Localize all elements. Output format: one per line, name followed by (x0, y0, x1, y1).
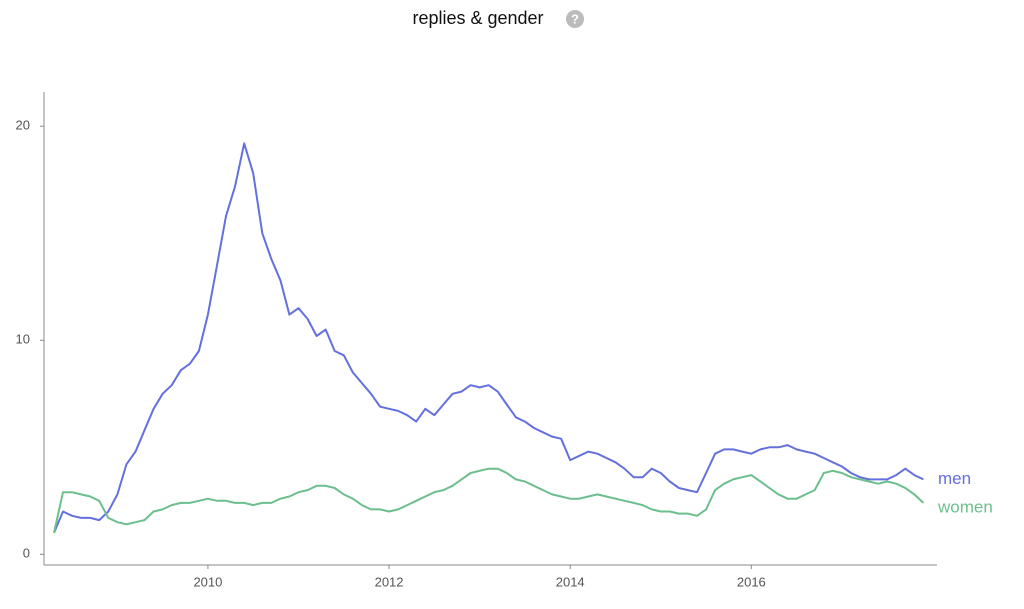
y-tick-label: 10 (16, 332, 30, 347)
legend-label: men (938, 469, 971, 488)
x-tick-label: 2014 (556, 574, 585, 589)
legend-label: women (937, 497, 993, 516)
help-icon[interactable] (566, 10, 584, 28)
chart-title: replies & gender (412, 8, 543, 28)
line-series (53, 467, 925, 534)
x-tick-label: 2012 (375, 574, 404, 589)
help-icon-text[interactable]: ? (571, 11, 579, 26)
line-series (53, 142, 924, 534)
y-tick-label: 0 (23, 546, 30, 561)
x-tick-label: 2016 (737, 574, 766, 589)
y-tick-label: 20 (16, 118, 30, 133)
x-tick-label: 2010 (193, 574, 222, 589)
